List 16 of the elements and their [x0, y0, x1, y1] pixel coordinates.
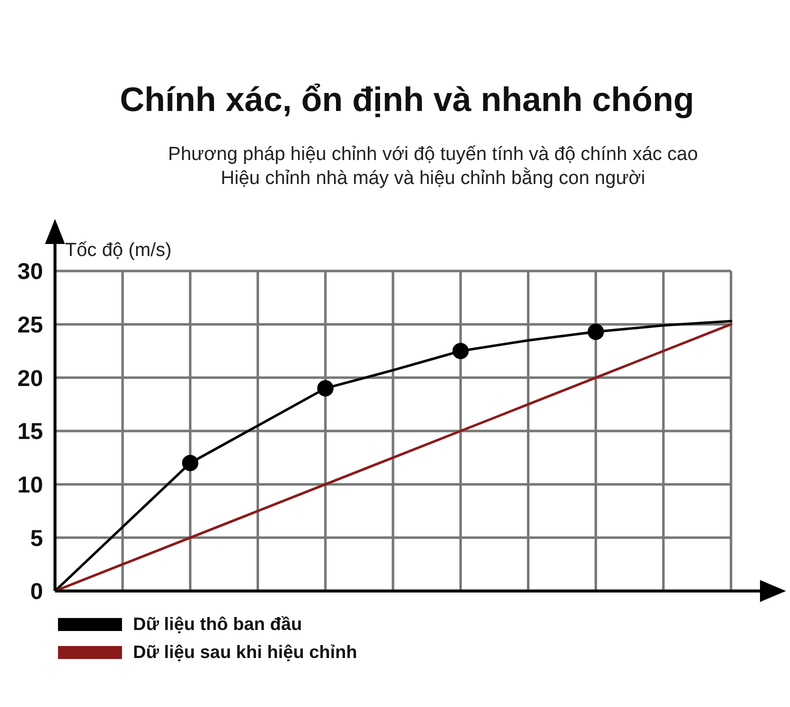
y-tick-label: 15 — [17, 418, 44, 444]
y-axis-title: Tốc độ (m/s) — [65, 240, 172, 261]
legend-label: Dữ liệu thô ban đầu — [133, 614, 302, 634]
chart-title: Chính xác, ổn định và nhanh chóng — [120, 81, 694, 119]
point — [588, 324, 604, 340]
point — [452, 342, 469, 360]
y-tick-label: 5 — [30, 524, 44, 551]
chart-subtitle: Phương pháp hiệu chỉnh với độ tuyến tính và độ chính xác cao Hiệu chỉnh nhà máy và hiệu chỉnh bằng con người — [168, 144, 698, 189]
point — [317, 380, 334, 396]
y-tick-label: 10 — [17, 472, 43, 498]
y-tick-label: 0 — [30, 578, 43, 604]
y-tick-label: 25 — [17, 312, 44, 338]
y-tick-label: 20 — [17, 364, 43, 391]
y-tick-label: 30 — [17, 258, 43, 284]
point — [182, 454, 198, 472]
legend-label: Dữ liệu sau khi hiệu chỉnh — [133, 642, 358, 662]
